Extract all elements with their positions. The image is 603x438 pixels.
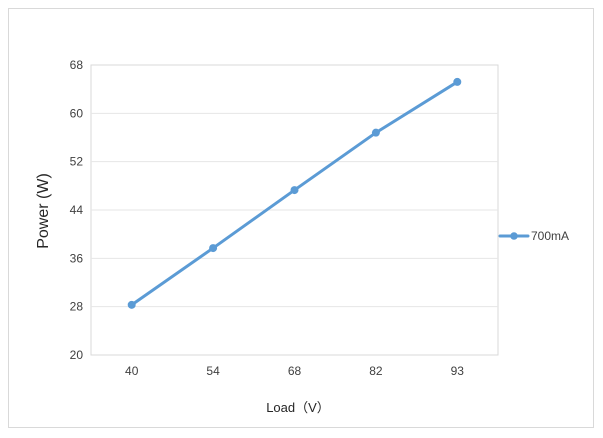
data-point	[209, 244, 218, 253]
data-point	[290, 186, 299, 195]
x-axis-ticks: 40 54 68 82 93	[125, 364, 464, 378]
data-point	[371, 128, 380, 137]
x-tick-label: 40	[125, 364, 139, 378]
y-axis-title: Power (W)	[35, 173, 52, 249]
series-layer	[127, 77, 462, 309]
y-axis-ticks: 20 28 36 44 52 60 68	[70, 58, 84, 362]
y-tick-label: 20	[70, 348, 84, 362]
legend: 700mA	[498, 229, 569, 243]
x-axis-title: Load（V）	[266, 400, 330, 415]
x-tick-label: 93	[451, 364, 465, 378]
legend-label: 700mA	[531, 229, 569, 243]
y-tick-label: 52	[70, 155, 84, 169]
y-tick-label: 60	[70, 106, 84, 120]
y-tick-label: 36	[70, 251, 84, 265]
data-point	[453, 77, 462, 86]
y-tick-label: 44	[70, 203, 84, 217]
x-tick-label: 82	[369, 364, 383, 378]
x-tick-label: 68	[288, 364, 302, 378]
y-tick-label: 28	[70, 300, 84, 314]
gridlines	[91, 112, 498, 308]
x-tick-label: 54	[206, 364, 220, 378]
y-tick-label: 68	[70, 58, 84, 72]
data-point	[127, 300, 136, 309]
legend-marker	[510, 232, 518, 240]
